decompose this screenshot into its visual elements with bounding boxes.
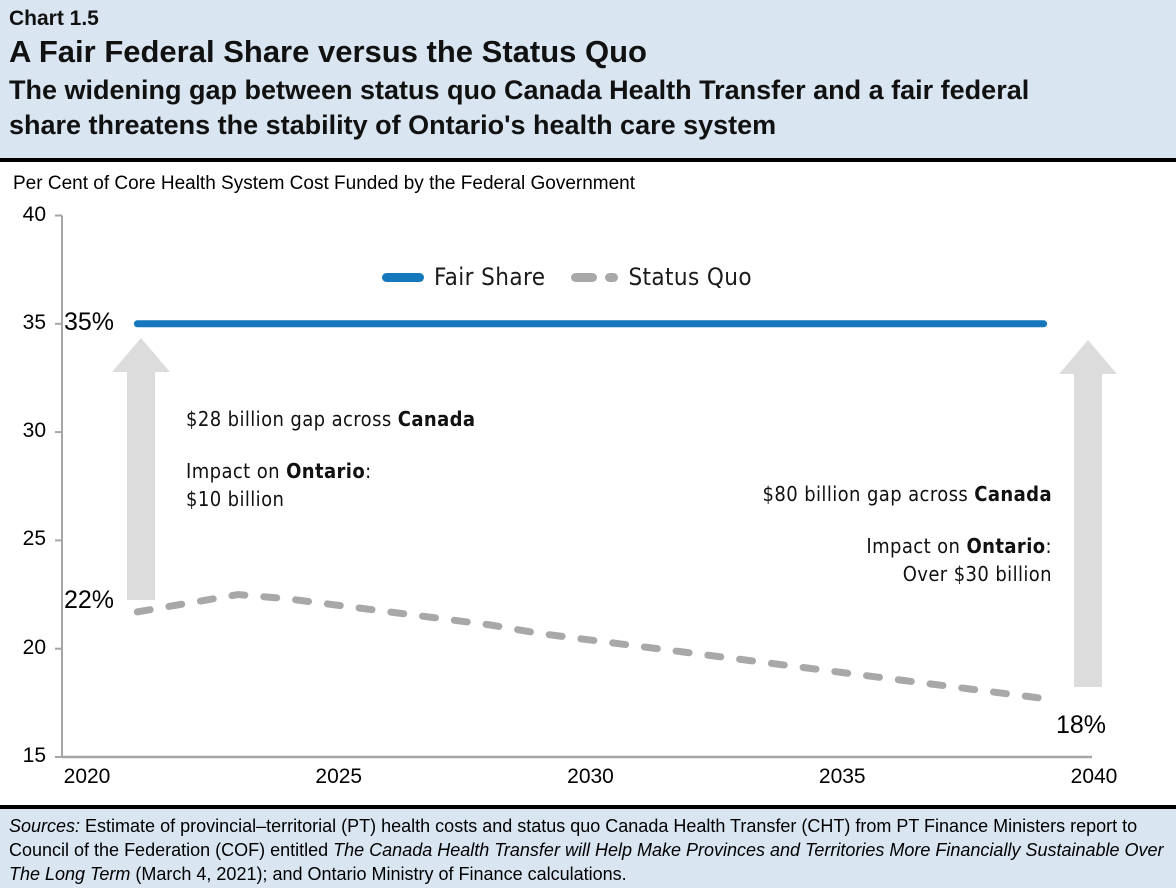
sources-segment: Sources: (9, 816, 81, 836)
fair-share-line-swatch (382, 272, 424, 282)
status-quo-end-label: 18% (1056, 711, 1107, 739)
annotation-line: Impact on Ontario: (866, 532, 1052, 560)
annotation-canada-gap-2039: $80 billion gap across Canada (763, 480, 1052, 508)
annotation-bold-ontario: Ontario (286, 459, 366, 483)
sources-text: Sources: Estimate of provincial–territor… (9, 814, 1168, 886)
sources-segment: Estimate of provincial–territorial (PT) … (9, 816, 1138, 860)
annotation-text: Impact on (186, 459, 287, 483)
annotation-bold-canada: Canada (397, 407, 476, 431)
annotation-canada-gap-2021: $28 billion gap across Canada (186, 405, 475, 433)
sources-footer: Sources: Estimate of provincial–territor… (0, 805, 1176, 888)
annotation-text: Impact on (866, 534, 967, 558)
fair-share-start-label: 35% (64, 308, 115, 336)
chart-canvas (55, 214, 1117, 759)
chart-title: A Fair Federal Share versus the Status Q… (9, 34, 647, 70)
annotation-ontario-impact-2021: Impact on Ontario: $10 billion (186, 457, 372, 513)
legend-label-fair-share: Fair Share (434, 263, 546, 291)
plot-area: Per Cent of Core Health System Cost Fund… (0, 162, 1176, 805)
status-quo-start-label: 22% (64, 586, 115, 614)
sources-segment: The Canada Health Transfer will Help Mak… (9, 840, 1164, 884)
gap-arrow-right (1059, 340, 1117, 687)
annotation-text: : (365, 459, 372, 483)
status-quo-line-swatch (571, 272, 619, 282)
annotation-text: : (1045, 534, 1052, 558)
chart-number: Chart 1.5 (9, 7, 99, 30)
status-quo-line (133, 591, 1048, 703)
annotation-text: $80 billion gap across (762, 482, 975, 506)
legend-label-status-quo: Status Quo (628, 263, 752, 291)
annotation-bold-canada: Canada (974, 482, 1052, 506)
gap-arrow-left (112, 338, 170, 600)
chart-subtitle: The widening gap between status quo Cana… (9, 75, 1030, 140)
sources-segment: (March 4, 2021); and Ontario Ministry of… (130, 864, 627, 884)
chart-header: Chart 1.5 A Fair Federal Share versus th… (0, 0, 1176, 162)
annotation-line: Impact on Ontario: (186, 457, 372, 485)
annotation-value: Over $30 billion (902, 562, 1052, 586)
legend: Fair Share Status Quo (382, 263, 752, 291)
annotation-bold-ontario: Ontario (966, 534, 1046, 558)
axis-note: Per Cent of Core Health System Cost Fund… (13, 173, 636, 194)
annotation-value: $10 billion (186, 487, 285, 511)
annotation-ontario-impact-2039: Impact on Ontario: Over $30 billion (866, 532, 1052, 588)
annotation-text: $28 billion gap across (186, 407, 398, 431)
